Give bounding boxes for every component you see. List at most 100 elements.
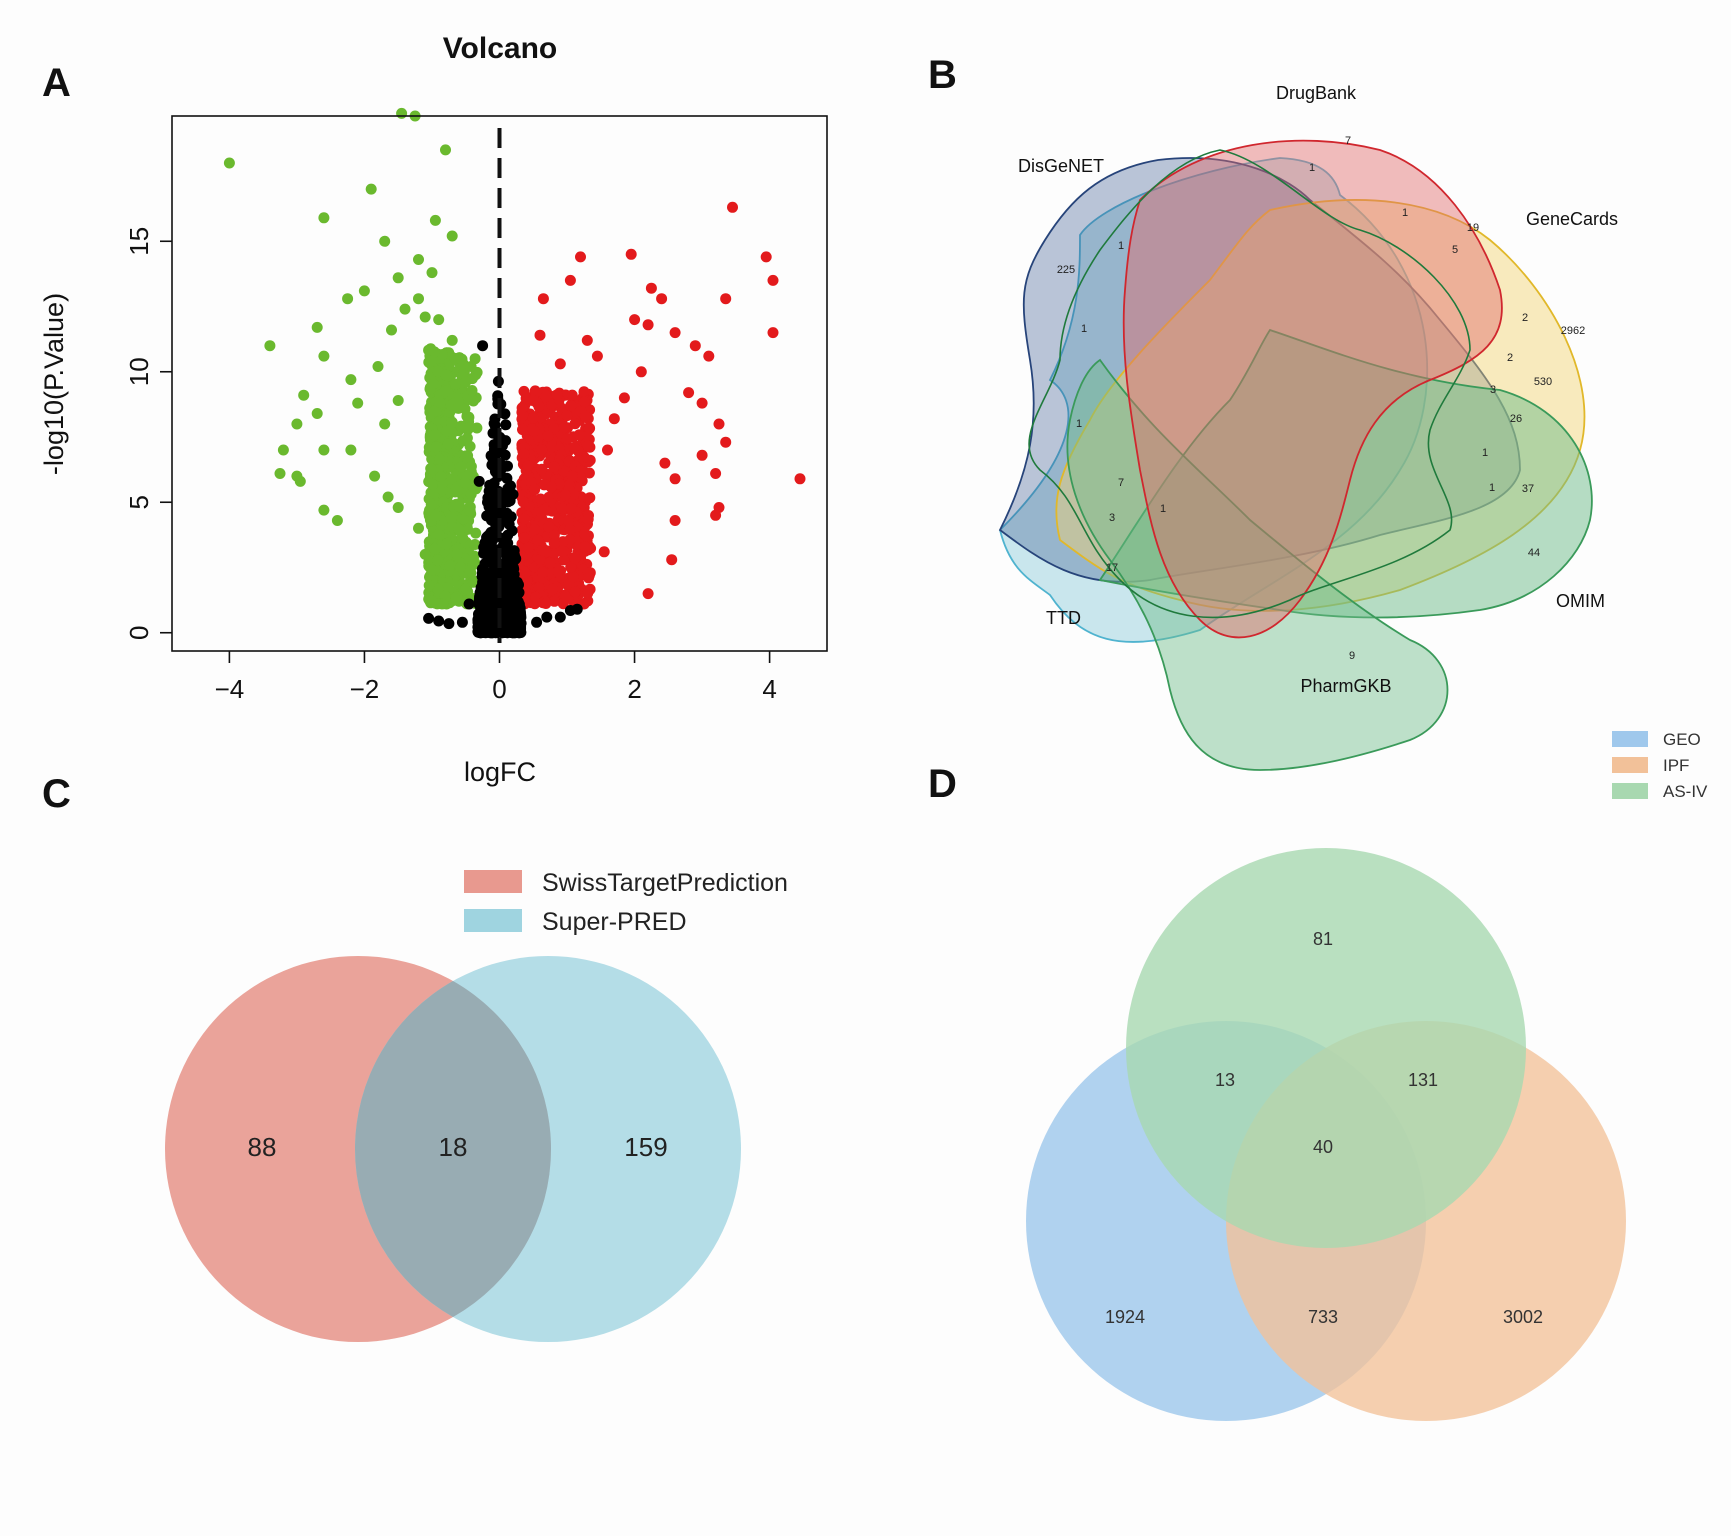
volcano-point-down [429,543,441,555]
region-count: 7 [1118,477,1124,489]
volcano-point-up [582,513,594,525]
venn-label-omim: OMIM [1556,591,1605,611]
volcano-point-up [629,314,641,326]
volcano-point-up [767,327,779,339]
volcano-point-down [352,397,364,409]
legend-swatch-asiv [1612,783,1648,799]
volcano-point-up [548,461,560,473]
volcano-point-ns [423,612,435,624]
volcano-point-up [566,470,578,482]
volcano-point-down [453,523,465,535]
region-count: 17 [1106,562,1118,574]
volcano-point-down [440,538,452,550]
volcano-point-up [713,418,725,430]
volcano-point-up [548,537,560,549]
region-count: 3 [1109,512,1115,524]
volcano-point-up [519,513,531,525]
volcano-point-up [564,534,576,546]
volcano-point-up [552,566,564,578]
volcano-point-ns [477,340,489,352]
volcano-point-up [519,567,531,579]
volcano-point-up [534,329,546,341]
volcano-point-down [399,303,411,315]
volcano-point-down [467,559,479,571]
count-geo-ipf: 733 [1308,1307,1338,1327]
volcano-point-up [578,386,590,398]
volcano-point-down [419,548,431,560]
region-count: 1 [1160,503,1166,515]
region-count: 1 [1482,447,1488,459]
volcano-point-up [584,422,596,434]
volcano-point-up [540,391,551,403]
y-tick-label: 5 [124,495,154,509]
volcano-point-up [568,488,580,500]
volcano-point-down [223,157,235,169]
venn-set-pharmgkb [1066,358,1449,771]
legend-label-swiss: SwissTargetPrediction [542,869,788,897]
volcano-point-down [426,355,437,367]
region-count: 44 [1528,547,1540,559]
volcano-point-down [446,230,458,242]
venn-circle-as-iv [1126,848,1526,1248]
volcano-point-down [455,461,467,473]
panel-label-d: D [928,762,957,806]
volcano-point-up [556,503,568,514]
volcano-point-up [528,425,540,437]
volcano-point-up [564,274,576,286]
volcano-point-down [455,561,466,573]
volcano-point-down [294,475,306,487]
volcano-point-ns [473,475,485,487]
volcano-point-down [429,429,441,441]
volcano-point-ns [477,620,489,632]
volcano-point-down [469,539,481,550]
volcano-point-ns [488,439,500,451]
venn-set-drugbank [1122,139,1503,639]
volcano-point-up [553,478,565,490]
volcano-point-down [365,183,377,195]
volcano-point-ns [497,598,509,610]
volcano-point-down [419,311,431,323]
volcano-point-up [518,448,530,460]
volcano-point-up [529,523,541,535]
region-count: 3 [1490,384,1496,396]
volcano-point-up [579,528,591,540]
volcano-point-ns [463,598,475,610]
volcano-point-up [598,546,610,558]
volcano-point-up [794,473,806,485]
volcano-point-down [466,385,478,396]
panel-label-b: B [928,53,957,97]
count-ipf-asiv: 131 [1408,1070,1438,1090]
region-count: 1 [1118,240,1124,252]
volcano-point-up [561,433,573,444]
volcano-point-down [444,560,456,572]
volcano-point-down [451,485,463,497]
volcano-point-down [441,425,453,437]
volcano-point-down [277,444,289,456]
volcano-point-down [413,522,424,534]
volcano-point-down [425,463,437,474]
volcano-point-up [566,389,578,401]
volcano-point-down [440,369,452,381]
volcano-point-ns [508,613,520,625]
volcano-point-down [413,254,424,265]
region-count: 2 [1522,312,1528,324]
volcano-point-down [453,500,465,512]
volcano-point-up [696,397,708,409]
volcano-point-down [457,513,469,525]
volcano-point-ns [508,573,519,585]
volcano-point-ns [486,614,498,625]
x-tick-label: 4 [762,674,776,704]
panel-label-a: A [42,61,71,105]
volcano-point-up [517,424,528,436]
volcano-point-up [579,410,591,422]
venn-label-drugbank: DrugBank [1276,83,1357,103]
count-geo-asiv: 13 [1215,1070,1235,1090]
volcano-point-up [565,561,577,573]
volcano-point-down [452,402,464,414]
volcano-point-up [529,484,541,496]
volcano-point-up [582,440,594,452]
six-venn-counts: 7 1 1 19 5 225 1 1 1 2 2962 2 530 3 26 1… [1057,135,1585,662]
volcano-axes: −4 −2 0 2 4 0 5 10 15 [124,227,777,704]
count-asiv-only: 81 [1313,929,1333,949]
